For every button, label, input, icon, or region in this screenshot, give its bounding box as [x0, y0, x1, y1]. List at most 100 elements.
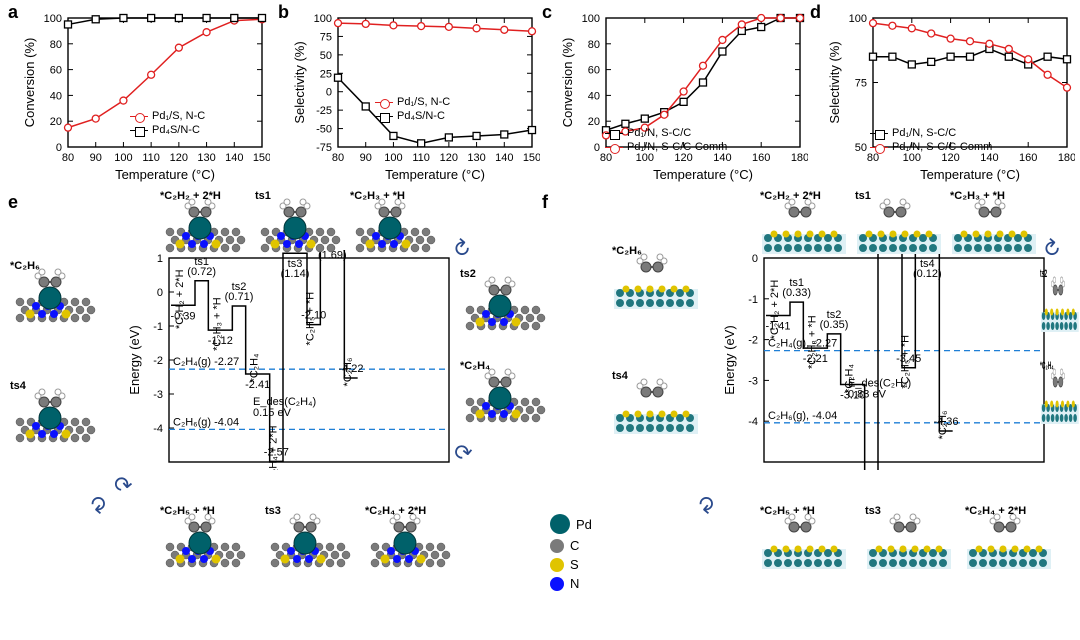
svg-text:120: 120	[170, 152, 188, 164]
svg-text:75: 75	[320, 31, 332, 43]
energy-e: -4-3-2-101Energy (eV)C₂H₄(g) -2.27C₂H₆(g…	[125, 250, 455, 470]
svg-text:80: 80	[588, 39, 600, 51]
svg-text:20: 20	[50, 116, 62, 128]
mol-cap: ts1	[255, 190, 271, 202]
mol-cap: *C₂H₆	[10, 260, 40, 272]
pd-label: Pd	[576, 517, 592, 532]
energy-f: -4-3-2-10Energy (eV)C₂H₄(g), -2.27C₂H₆(g…	[720, 250, 1050, 470]
label-c: c	[542, 2, 552, 23]
svg-text:-4: -4	[153, 423, 163, 435]
svg-text:(0.35): (0.35)	[820, 319, 849, 331]
svg-text:*C₂H₂ + 2*H: *C₂H₂ + 2*H	[174, 269, 186, 329]
svg-text:Energy (eV): Energy (eV)	[722, 325, 737, 394]
svg-text:140: 140	[225, 152, 243, 164]
svg-text:80: 80	[50, 39, 62, 51]
svg-text:(0.33): (0.33)	[782, 287, 811, 299]
svg-text:0.15 eV: 0.15 eV	[253, 407, 292, 419]
svg-text:90: 90	[90, 152, 102, 164]
mol-cap: ts4	[612, 370, 628, 382]
svg-text:Conversion (%): Conversion (%)	[560, 38, 575, 128]
svg-text:0: 0	[752, 253, 758, 265]
svg-text:C₂H₄(g) -2.27: C₂H₄(g) -2.27	[173, 356, 239, 368]
svg-text:100: 100	[582, 13, 600, 25]
svg-text:(0.12): (0.12)	[913, 268, 942, 280]
svg-text:130: 130	[197, 152, 215, 164]
svg-text:110: 110	[412, 152, 430, 164]
svg-text:-2: -2	[748, 335, 758, 347]
legend-a: Pd₁/S, N-CPd₄S/N-C	[130, 110, 205, 138]
svg-text:40: 40	[50, 90, 62, 102]
mol-cap: *C₂H₄ + 2*H	[365, 505, 426, 517]
svg-text:160: 160	[752, 152, 770, 164]
mol-cap: ts2	[460, 268, 476, 280]
chart-c: 80100120140160180020406080100Temperature…	[558, 8, 808, 183]
svg-text:Temperature (°C): Temperature (°C)	[653, 167, 753, 182]
mol-cap: *C₂H₄ + 2*H	[965, 505, 1026, 517]
chart-d: 801001201401601805075100Temperature (°C)…	[825, 8, 1075, 183]
svg-text:50: 50	[855, 142, 867, 154]
svg-text:160: 160	[1019, 152, 1037, 164]
mol-cap: *C₂H₅ + *H	[760, 505, 815, 517]
s-label: S	[570, 557, 579, 572]
svg-text:50: 50	[320, 50, 332, 62]
svg-text:-50: -50	[316, 124, 332, 136]
n-label: N	[570, 576, 579, 591]
svg-text:*C₂H₃ + *H: *C₂H₃ + *H	[211, 297, 223, 351]
svg-text:0: 0	[326, 87, 332, 99]
mol-cap: *C₂H₃ + *H	[350, 190, 405, 202]
svg-text:120: 120	[440, 152, 458, 164]
svg-text:*C₂H₂ + 2*H: *C₂H₂ + 2*H	[769, 280, 781, 340]
svg-text:100: 100	[384, 152, 402, 164]
svg-text:-3: -3	[153, 389, 163, 401]
svg-text:100: 100	[114, 152, 132, 164]
svg-text:(0.71): (0.71)	[225, 291, 254, 303]
svg-text:(0.72): (0.72)	[187, 266, 216, 278]
svg-text:20: 20	[588, 116, 600, 128]
svg-text:-75: -75	[316, 142, 332, 154]
svg-text:*C₂H₅ + *H: *C₂H₅ + *H	[305, 292, 317, 346]
svg-text:-2: -2	[153, 355, 163, 367]
mol-cap: ts3	[865, 505, 881, 517]
svg-text:Energy (eV): Energy (eV)	[127, 325, 142, 394]
svg-text:-1: -1	[748, 294, 758, 306]
svg-text:100: 100	[849, 13, 867, 25]
mol-cap: *C₂H₂ + 2*H	[160, 190, 221, 202]
legend-b: Pd₁/S, N-CPd₄S/N-C	[375, 96, 450, 124]
svg-text:*C₂H₅ + *H: *C₂H₅ + *H	[900, 335, 912, 389]
svg-text:*C₂H₄ + 2*H: *C₂H₄ + 2*H	[267, 425, 279, 470]
svg-text:150: 150	[253, 152, 270, 164]
svg-text:-3: -3	[748, 375, 758, 387]
svg-text:0: 0	[594, 142, 600, 154]
legend-d: Pd₁/N, S-C/CPd₁/N, S-C/C-Comm	[870, 127, 992, 155]
svg-text:140: 140	[495, 152, 513, 164]
svg-text:Conversion (%): Conversion (%)	[22, 38, 37, 128]
label-e: e	[8, 192, 18, 213]
svg-text:100: 100	[44, 13, 62, 25]
svg-text:-1: -1	[153, 321, 163, 333]
label-d: d	[810, 2, 821, 23]
svg-text:75: 75	[855, 78, 867, 90]
svg-text:C₂H₆(g) -4.04: C₂H₆(g) -4.04	[173, 416, 239, 428]
label-f: f	[542, 192, 548, 213]
svg-text:0: 0	[157, 287, 163, 299]
svg-text:-4: -4	[748, 416, 758, 428]
svg-text:Temperature (°C): Temperature (°C)	[385, 167, 485, 182]
svg-text:*C₂H₄: *C₂H₄	[249, 353, 261, 382]
mol-cap: *C₂H₄	[1040, 360, 1054, 372]
svg-text:60: 60	[50, 65, 62, 77]
svg-text:150: 150	[523, 152, 540, 164]
mol-cap: ts2	[1040, 268, 1047, 280]
svg-text:80: 80	[332, 152, 344, 164]
svg-text:130: 130	[467, 152, 485, 164]
mol-cap: ts3	[265, 505, 281, 517]
svg-text:(1.14): (1.14)	[281, 268, 310, 280]
pd-ball	[550, 514, 570, 534]
svg-text:0: 0	[56, 142, 62, 154]
svg-text:C₂H₆(g), -4.04: C₂H₆(g), -4.04	[768, 410, 837, 422]
svg-text:Selectivity (%): Selectivity (%)	[292, 41, 307, 123]
s-ball	[550, 558, 564, 572]
atom-legend: Pd C S N	[550, 510, 592, 595]
mol-cap: *C₂H₃ + *H	[950, 190, 1005, 202]
svg-text:*C₂H₆: *C₂H₆	[342, 358, 354, 387]
mol-cap: *C₂H₄	[460, 360, 490, 372]
